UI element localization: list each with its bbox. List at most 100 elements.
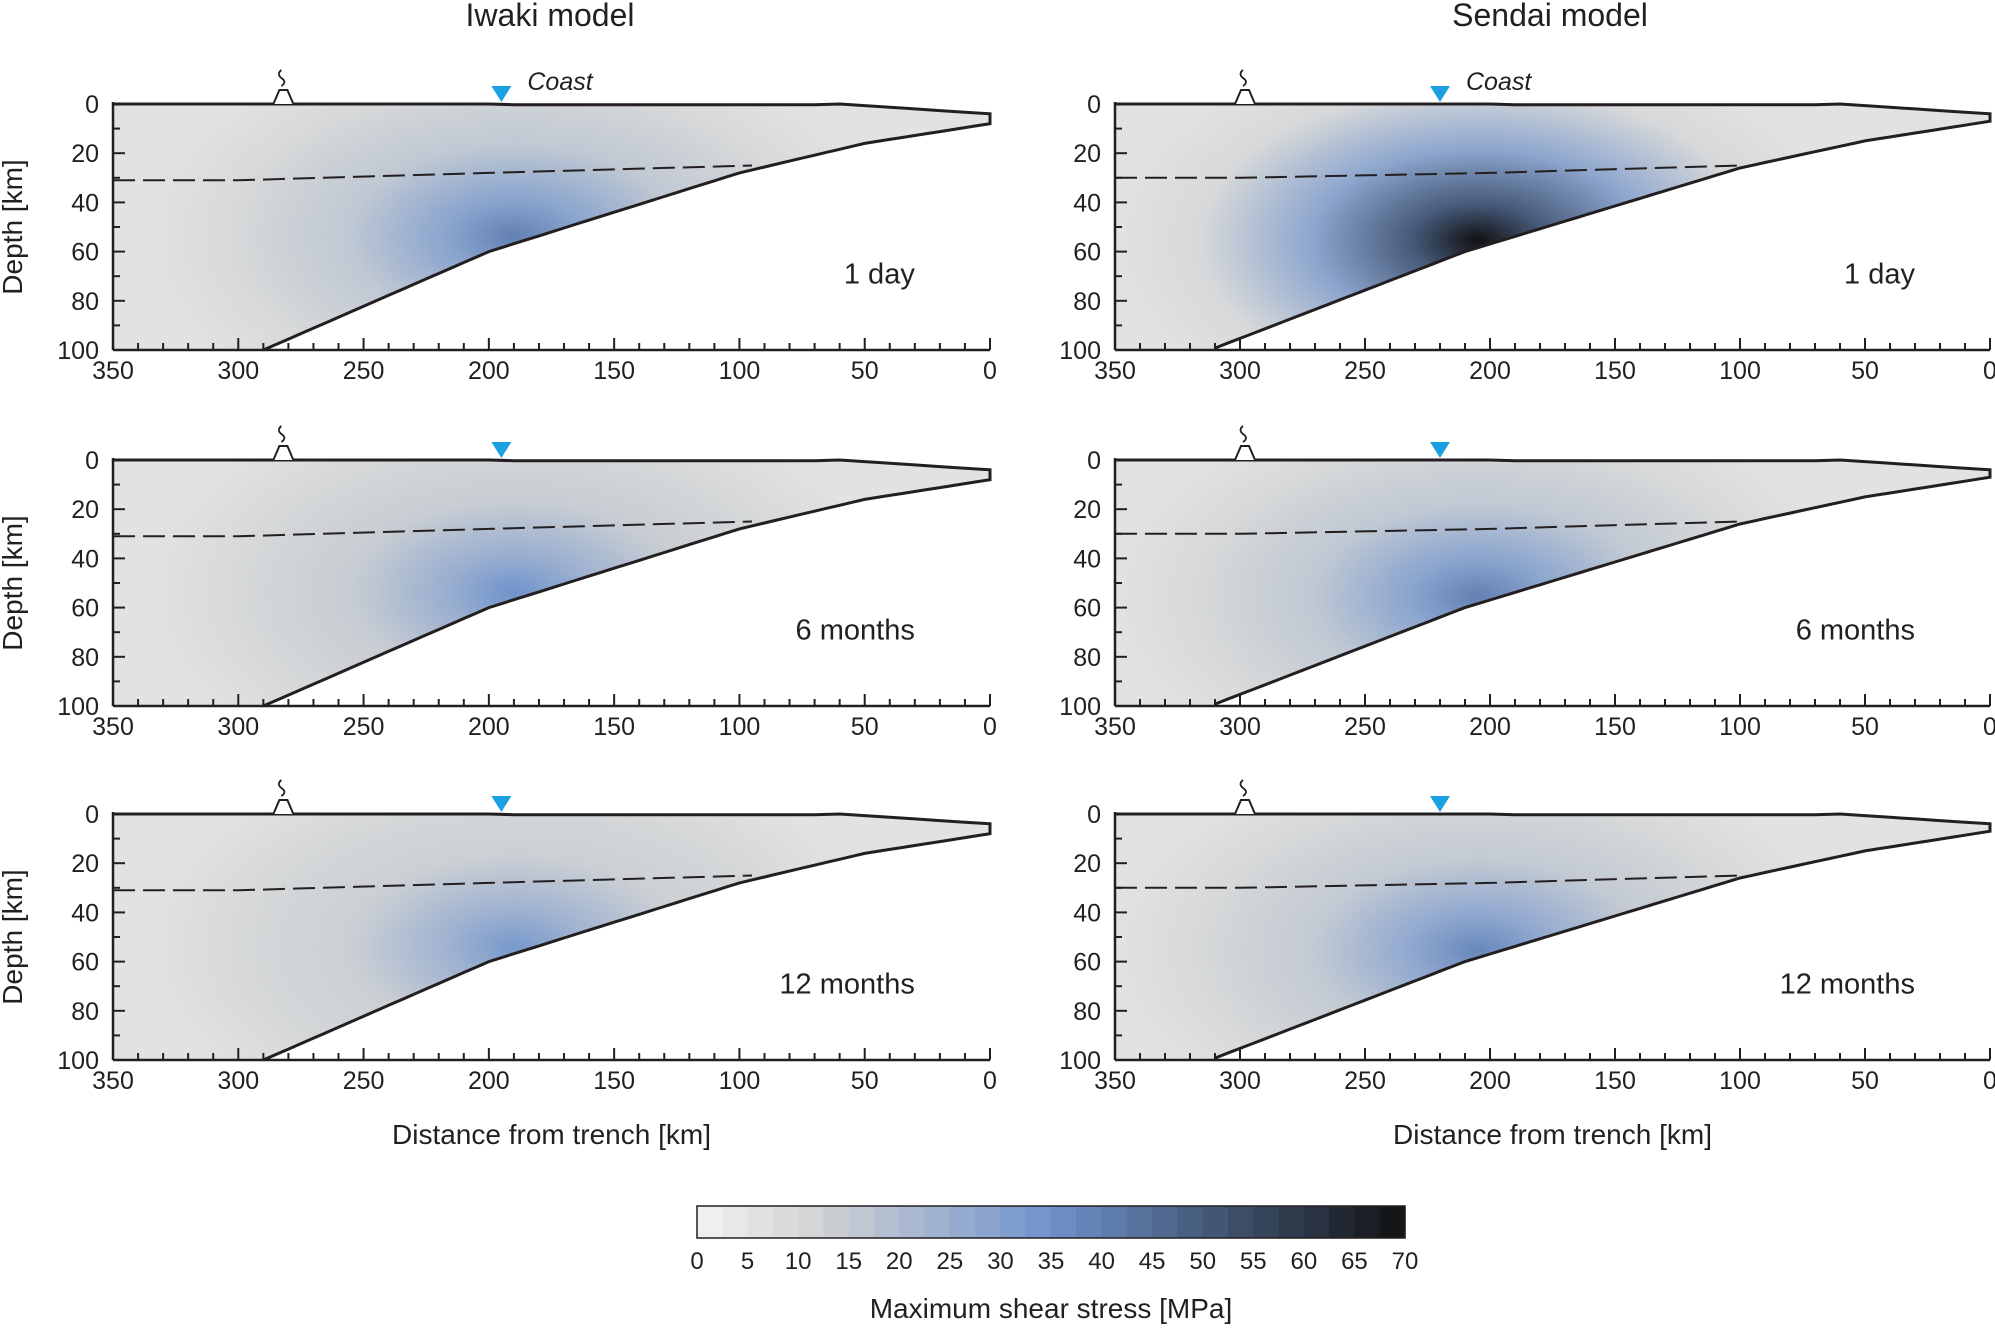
y-tick-label: 100 bbox=[1059, 693, 1101, 721]
y-tick-label: 0 bbox=[85, 91, 99, 119]
colorbar-swatch bbox=[1329, 1206, 1356, 1238]
y-tick-label: 20 bbox=[71, 496, 99, 524]
x-tick-label: 250 bbox=[343, 1067, 385, 1095]
x-tick-label: 150 bbox=[593, 1067, 635, 1095]
colorbar-swatch bbox=[697, 1206, 723, 1238]
y-tick-label: 40 bbox=[71, 545, 99, 573]
stress-field bbox=[1115, 460, 1990, 706]
volcano-icon bbox=[272, 799, 295, 815]
x-tick-label: 250 bbox=[343, 357, 385, 385]
colorbar-tick-label: 35 bbox=[1038, 1248, 1065, 1275]
time-label: 6 months bbox=[1796, 615, 1915, 647]
x-tick-label: 300 bbox=[217, 1067, 259, 1095]
colorbar-swatch bbox=[848, 1206, 875, 1238]
x-tick-label: 150 bbox=[1594, 1067, 1636, 1095]
y-tick-label: 60 bbox=[71, 949, 99, 977]
x-tick-label: 50 bbox=[1851, 713, 1879, 741]
x-tick-label: 100 bbox=[1719, 713, 1761, 741]
plume-icon bbox=[277, 425, 286, 443]
y-tick-label: 40 bbox=[1073, 899, 1101, 927]
colorbar-swatch bbox=[772, 1206, 799, 1238]
x-tick-label: 0 bbox=[983, 1067, 997, 1095]
y-tick-label: 0 bbox=[1087, 801, 1101, 829]
time-label: 12 months bbox=[779, 969, 914, 1001]
colorbar-swatch bbox=[1354, 1206, 1381, 1238]
x-tick-label: 250 bbox=[1344, 713, 1386, 741]
colorbar-tick-label: 40 bbox=[1088, 1248, 1115, 1275]
colorbar-tick-label: 15 bbox=[835, 1248, 862, 1275]
x-tick-label: 350 bbox=[1094, 357, 1136, 385]
time-label: 1 day bbox=[1844, 259, 1915, 291]
y-tick-label: 60 bbox=[71, 595, 99, 623]
colorbar-tick-label: 70 bbox=[1392, 1248, 1419, 1275]
x-tick-label: 350 bbox=[92, 713, 134, 741]
colorbar-tick-label: 0 bbox=[690, 1248, 703, 1275]
column-title-iwaki: Iwaki model bbox=[466, 0, 635, 33]
colorbar-swatch bbox=[1025, 1206, 1052, 1238]
stress-field bbox=[1115, 814, 1990, 1060]
colorbar-swatch bbox=[874, 1206, 900, 1238]
colorbar-tick-label: 20 bbox=[886, 1248, 913, 1275]
colorbar-swatch bbox=[899, 1206, 926, 1238]
moho-line bbox=[113, 520, 753, 538]
colorbar-swatch bbox=[722, 1206, 749, 1238]
plume-icon bbox=[1239, 69, 1247, 87]
x-tick-label: 350 bbox=[1094, 1067, 1136, 1095]
colorbar-swatch bbox=[1177, 1206, 1204, 1238]
colorbar-swatch bbox=[798, 1206, 825, 1238]
colorbar-tick-label: 65 bbox=[1341, 1248, 1368, 1275]
y-axis-label: Depth [km] bbox=[0, 869, 28, 1004]
x-tick-label: 300 bbox=[217, 357, 259, 385]
x-tick-label: 150 bbox=[593, 357, 635, 385]
x-tick-label: 50 bbox=[851, 713, 879, 741]
y-tick-label: 40 bbox=[71, 189, 99, 217]
wedge-outline bbox=[1115, 458, 1992, 706]
y-tick-label: 60 bbox=[71, 239, 99, 267]
x-tick-label: 100 bbox=[719, 357, 761, 385]
x-tick-label: 150 bbox=[593, 713, 635, 741]
colorbar-swatch bbox=[1253, 1206, 1280, 1238]
plume-icon bbox=[277, 779, 286, 797]
coast-label: Coast bbox=[527, 68, 593, 96]
colorbar-tick-label: 45 bbox=[1139, 1248, 1166, 1275]
colorbar-swatch bbox=[1000, 1206, 1027, 1238]
colorbar-swatch bbox=[1202, 1206, 1229, 1238]
stress-panel: 350 300 250 200 150 100 50 0 0 20 40 60 80 100 Depth [… bbox=[0, 68, 997, 385]
y-tick-label: 20 bbox=[71, 850, 99, 878]
plume-icon bbox=[277, 69, 286, 87]
x-tick-label: 0 bbox=[1983, 713, 1995, 741]
y-tick-label: 0 bbox=[1087, 447, 1101, 475]
y-tick-label: 100 bbox=[1059, 337, 1101, 365]
colorbar-swatch bbox=[924, 1206, 951, 1238]
y-tick-label: 80 bbox=[71, 998, 99, 1026]
x-tick-label: 350 bbox=[1094, 713, 1136, 741]
x-tick-label: 100 bbox=[719, 713, 761, 741]
column-title-sendai: Sendai model bbox=[1452, 0, 1648, 33]
moho-line bbox=[1115, 164, 1741, 179]
x-tick-label: 300 bbox=[1219, 713, 1261, 741]
x-tick-label: 0 bbox=[1983, 357, 1995, 385]
x-tick-label: 300 bbox=[217, 713, 259, 741]
colorbar-swatch bbox=[949, 1206, 976, 1238]
stress-field bbox=[1115, 104, 1990, 350]
colorbar-tick-label: 30 bbox=[987, 1248, 1014, 1275]
moho-line bbox=[1115, 520, 1741, 535]
colorbar-tick-label: 5 bbox=[741, 1248, 754, 1275]
y-tick-label: 60 bbox=[1073, 595, 1101, 623]
wedge-outline bbox=[1115, 812, 1992, 1060]
colorbar-swatch bbox=[1101, 1206, 1128, 1238]
plume-icon bbox=[1239, 425, 1247, 443]
stress-field bbox=[113, 460, 990, 706]
coast-marker-icon bbox=[1430, 796, 1450, 812]
x-tick-label: 100 bbox=[719, 1067, 761, 1095]
colorbar-swatch bbox=[1126, 1206, 1153, 1238]
x-tick-label: 0 bbox=[983, 357, 997, 385]
y-tick-label: 20 bbox=[1073, 850, 1101, 878]
moho-line bbox=[1115, 874, 1741, 889]
time-label: 6 months bbox=[796, 615, 915, 647]
colorbar-swatch bbox=[975, 1206, 1002, 1238]
colorbar-swatch bbox=[1379, 1206, 1406, 1238]
x-tick-label: 50 bbox=[851, 1067, 879, 1095]
colorbar-swatch bbox=[1076, 1206, 1103, 1238]
coast-marker-icon bbox=[1430, 442, 1450, 458]
